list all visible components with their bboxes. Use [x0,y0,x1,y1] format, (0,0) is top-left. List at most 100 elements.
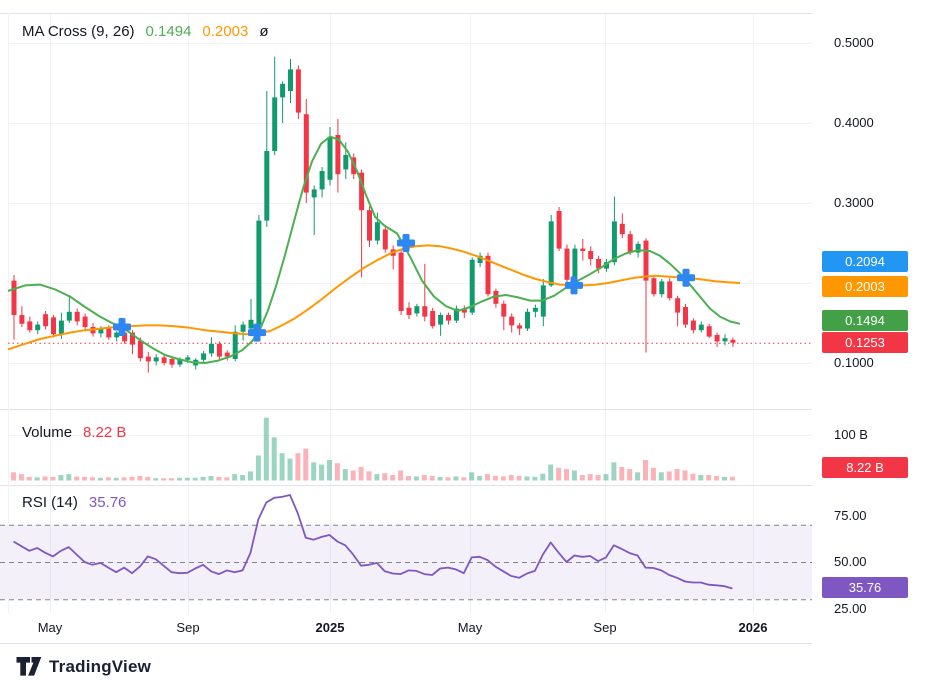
volume-bar [342,469,348,481]
volume-bar [66,474,72,481]
time-tick-label: 2025 [315,620,345,635]
volume-title: Volume [22,424,73,441]
volume-bar [311,462,317,481]
volume-bar [137,475,143,481]
volume-bar [74,476,80,481]
candle-body [327,137,333,180]
candle-body [114,332,120,338]
candle-body [161,357,167,363]
volume-bar [11,472,16,481]
volume-bar [556,467,562,481]
rsi-tick-label: 50.00 [834,554,867,569]
candle-body [209,343,214,354]
candle-body [698,324,704,331]
volume-bar [658,472,664,481]
candle-body [619,223,625,235]
candle-body [177,359,183,365]
candle-body [232,331,238,359]
volume-bar [461,477,467,481]
volume-bar [603,474,609,481]
candle-body [43,314,49,327]
volume-bar [635,472,641,481]
ma-slow-value: 0.2003 [202,23,249,40]
candle-body [517,325,523,329]
volume-bar [429,475,435,481]
candle-body [169,359,175,365]
candle-body [240,324,246,332]
candle-body [106,328,112,338]
volume-bar [571,470,577,481]
indicator-legend-volume[interactable]: Volume 8.22 B [22,424,126,442]
candle-body [66,311,72,321]
candle-body [145,356,151,362]
candle-body [525,311,530,329]
candle-body [572,248,578,280]
volume-badge: 8.22 B [822,457,908,478]
volume-bar [516,475,522,481]
candle-body [461,308,467,313]
price-tick-label: 0.5000 [834,35,874,50]
candle-body [627,234,633,253]
volume-bar [97,477,103,481]
ma-fast-value: 0.1494 [145,23,192,40]
volume-bar [121,477,127,481]
tradingview-logo[interactable]: TradingView [16,656,151,677]
candle-body [651,278,657,295]
candle-body [493,291,499,304]
volume-bar [532,476,538,481]
grid-layer [8,13,812,613]
indicator-legend-rsi[interactable]: RSI (14) 35.76 [22,494,126,512]
candle-body [319,171,325,190]
volume-bar [445,477,451,481]
volume-bar [382,473,388,481]
volume-bar [643,460,648,481]
volume-series [11,417,735,481]
volume-bar [469,472,475,481]
candle-body [201,353,207,360]
candle-body [438,315,444,325]
price-axis-scale[interactable]: 0.5000 0.4000 0.3000 0.1000 0.2094 0.2003 0.14… [812,0,927,650]
candle-body [532,307,538,312]
volume-bar [319,464,325,481]
volume-bar [564,469,569,481]
candle-body [548,221,554,286]
time-tick-label: 2026 [738,620,768,635]
volume-bar [358,466,364,481]
volume-bar [34,477,40,481]
volume-bar [113,477,119,481]
volume-bar [390,475,396,481]
ma-cross-marker-icon [248,323,266,342]
candle-body [367,210,372,241]
volume-bar [271,437,277,481]
candle-body [675,298,681,313]
candle-body [453,308,459,321]
indicator-legend-ma-cross[interactable]: MA Cross (9, 26) 0.1494 0.2003 ø [22,23,268,41]
volume-bar [295,453,301,481]
tradingview-logo-text: TradingView [49,656,152,676]
candle-body [501,303,507,317]
candle-body [82,316,88,327]
volume-bar [548,464,554,481]
volume-bar [453,476,459,481]
volume-bar [169,478,174,481]
candle-body [667,281,673,299]
volume-bar [82,476,88,481]
volume-bar [26,476,32,481]
candle-body [469,259,475,313]
volume-bar [224,477,230,481]
volume-bar [540,473,546,481]
candle-body [374,222,380,241]
volume-bar [200,476,206,481]
price-tick-label: 0.1000 [834,355,874,370]
time-axis-scale[interactable]: May Sep 2025 May Sep 2026 [0,613,927,643]
candle-body [272,97,278,151]
time-tick-label: Sep [593,620,617,635]
candle-body [414,306,420,314]
volume-bar [90,477,95,481]
rsi-tick-label: 75.00 [834,507,867,523]
volume-bar [161,478,167,481]
rsi-badge: 35.76 [822,577,908,599]
volume-bar [240,475,246,481]
